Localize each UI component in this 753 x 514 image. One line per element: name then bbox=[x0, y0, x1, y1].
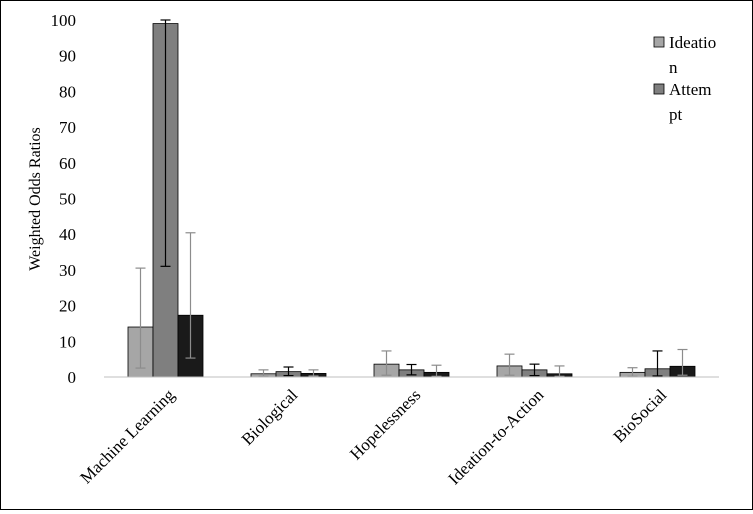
bars bbox=[127, 23, 696, 378]
x-tick-label: Biological bbox=[238, 385, 302, 449]
y-tick-label: 60 bbox=[59, 154, 76, 173]
legend-swatch bbox=[653, 36, 665, 48]
y-tick-label: 40 bbox=[59, 225, 76, 244]
x-tick-label: Hopelessness bbox=[346, 385, 424, 463]
legend: Ideatio n Attem pt bbox=[653, 33, 716, 124]
x-tick-label: BioSocial bbox=[609, 385, 670, 446]
legend-swatch bbox=[653, 83, 665, 95]
y-tick-label: 10 bbox=[59, 332, 76, 351]
legend-label: Attem bbox=[669, 80, 712, 99]
y-tick-label: 50 bbox=[59, 190, 76, 209]
legend-label: Ideatio bbox=[669, 33, 716, 52]
x-axis-tick-labels: Machine Learning Biological Hopelessness Id… bbox=[76, 385, 670, 488]
y-axis-label: Weighted Odds Ratios bbox=[27, 127, 44, 271]
legend-label: pt bbox=[669, 105, 683, 124]
x-tick-label: Ideation-to-Action bbox=[444, 385, 547, 488]
y-tick-label: 80 bbox=[59, 82, 76, 101]
y-axis-ticks: 0 10 20 30 40 50 60 70 80 90 100 bbox=[51, 11, 77, 387]
y-tick-label: 20 bbox=[59, 297, 76, 316]
y-tick-label: 90 bbox=[59, 47, 76, 66]
y-tick-label: 70 bbox=[59, 118, 76, 137]
y-tick-label: 30 bbox=[59, 261, 76, 280]
y-tick-label: 0 bbox=[68, 368, 77, 387]
y-tick-label: 100 bbox=[51, 11, 77, 30]
legend-label: n bbox=[669, 58, 678, 77]
x-tick-label: Machine Learning bbox=[76, 385, 178, 487]
error-bars bbox=[135, 19, 688, 377]
